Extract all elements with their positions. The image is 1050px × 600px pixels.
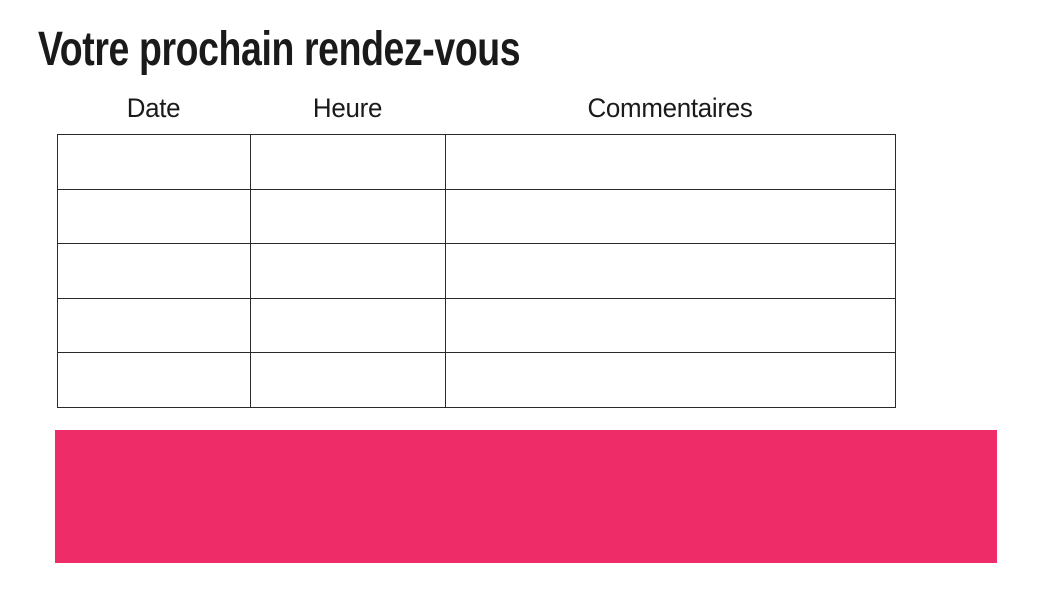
table-row — [57, 297, 896, 353]
table-cell — [57, 243, 251, 299]
table-cell — [250, 188, 446, 244]
column-header-heure: Heure — [312, 93, 383, 123]
column-header-date: Date — [126, 93, 181, 123]
highlight-banner — [55, 430, 997, 563]
column-header-commentaires: Commentaires — [587, 93, 753, 123]
table-cell — [57, 297, 251, 353]
table-cell — [57, 352, 251, 408]
table-cell — [445, 134, 896, 190]
page-title: Votre prochain rendez-vous — [38, 23, 521, 76]
table-cell — [250, 134, 446, 190]
table-cell — [445, 188, 896, 244]
appointments-table — [57, 134, 896, 408]
table-row — [57, 188, 896, 244]
table-cell — [250, 243, 446, 299]
table-cell — [250, 297, 446, 353]
table-cell — [445, 297, 896, 353]
appointments-table-body — [57, 134, 896, 408]
table-cell — [57, 134, 251, 190]
table-cell — [250, 352, 446, 408]
table-cell — [57, 188, 251, 244]
table-cell — [445, 243, 896, 299]
table-row — [57, 243, 896, 299]
table-cell — [445, 352, 896, 408]
table-row — [57, 134, 896, 190]
table-row — [57, 352, 896, 408]
table-column-headers: Date Heure Commentaires — [57, 92, 895, 126]
